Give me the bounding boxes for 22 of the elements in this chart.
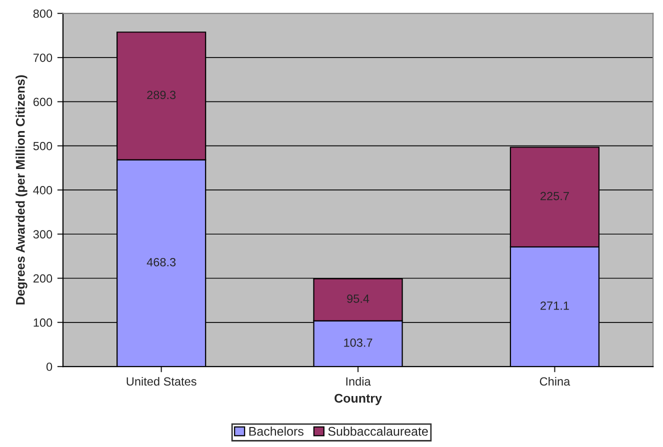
y-tick-label: 800 bbox=[33, 9, 52, 18]
data-label: 468.3 bbox=[146, 258, 176, 266]
data-label: 271.1 bbox=[540, 302, 569, 310]
legend-label: Subbaccalaureate bbox=[328, 426, 428, 436]
y-tick-label: 700 bbox=[33, 54, 52, 62]
y-tick-label: 400 bbox=[33, 186, 52, 194]
y-tick-label: 500 bbox=[33, 142, 52, 150]
legend-label: Bachelors bbox=[249, 426, 304, 436]
data-label: 225.7 bbox=[540, 192, 569, 200]
y-tick-label: 600 bbox=[33, 98, 52, 106]
x-tick-label: China bbox=[540, 376, 570, 386]
y-tick-label: 100 bbox=[34, 318, 52, 327]
y-tick-label: 200 bbox=[33, 274, 52, 283]
x-axis-title: Country bbox=[334, 394, 382, 406]
y-axis-title: Degrees Awarded (per Million Citizens) bbox=[16, 75, 28, 304]
x-tick-label: India bbox=[346, 376, 371, 386]
data-label: 103.7 bbox=[344, 338, 372, 347]
x-tick-label: United States bbox=[126, 376, 196, 386]
y-tick-label: 0 bbox=[46, 362, 52, 371]
y-tick-label: 300 bbox=[33, 230, 52, 239]
data-label: 95.4 bbox=[347, 294, 370, 303]
data-label: 289.3 bbox=[147, 90, 176, 100]
